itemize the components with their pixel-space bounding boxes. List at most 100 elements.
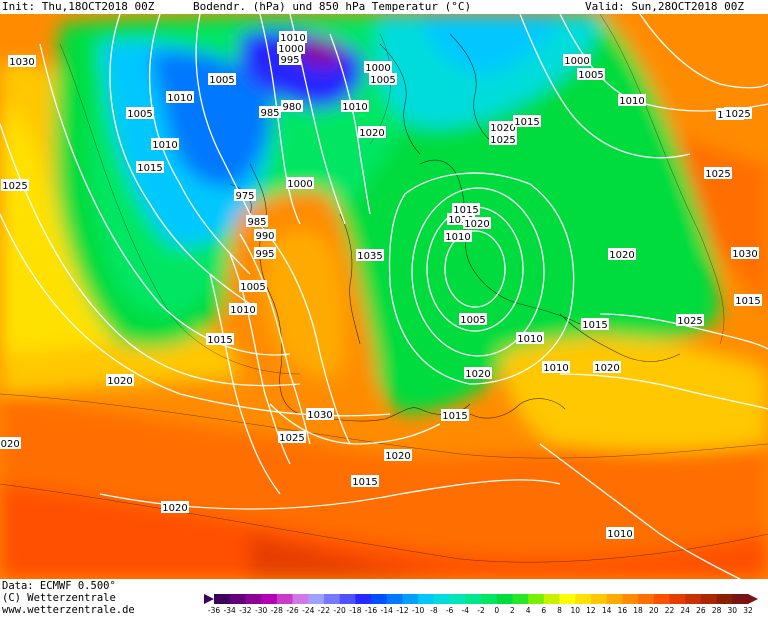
scale-tick-label: 30 <box>728 606 738 615</box>
pressure-label-bg <box>452 203 480 215</box>
pressure-value: 1000 <box>365 63 390 74</box>
scale-tick-label: -22 <box>318 606 330 615</box>
scale-right-arrow <box>748 594 758 604</box>
pressure-label-bg <box>444 230 472 242</box>
pressure-label: 1020 <box>106 374 134 387</box>
pressure-label-bg <box>277 42 305 54</box>
pressure-label: 1020 <box>463 217 491 230</box>
pressure-value: 1020 <box>359 128 384 139</box>
pressure-label-bg <box>239 280 267 292</box>
scale-swatch <box>323 594 341 604</box>
scale-tick-label: -10 <box>412 606 424 615</box>
pressure-value: 1015 <box>442 411 467 422</box>
scale-tick-label: -14 <box>381 606 393 615</box>
scale-swatch <box>496 594 513 604</box>
pressure-label: 1020 <box>489 121 517 134</box>
scale-tick-label: 16 <box>618 606 628 615</box>
pressure-value: 1025 <box>490 135 515 146</box>
pressure-value: 1000 <box>287 179 312 190</box>
pressure-value: 1015 <box>207 335 232 346</box>
pressure-label: 1020 <box>593 361 621 374</box>
pressure-label: 1025 <box>676 314 704 327</box>
color-scale-bar: -36 -34 -32 -30 -28 -26 -24 -22 -20 -18 -16 -14 -12-… <box>204 594 758 615</box>
pressure-label-bg <box>563 54 591 66</box>
pressure-label-bg <box>734 294 762 306</box>
pressure-value: 1025 <box>677 316 702 327</box>
pressure-value: 1020 <box>385 451 410 462</box>
map-title: Bodendr. (hPa) und 850 hPa Temperatur (°… <box>193 0 472 13</box>
pressure-label-bg <box>229 303 257 315</box>
scale-tick-label: 4 <box>526 606 531 615</box>
scale-swatch <box>685 594 702 604</box>
scale-swatch <box>512 594 529 604</box>
pressure-label: 1005 <box>369 73 397 86</box>
pressure-label-bg <box>161 501 189 513</box>
map-header: Init: Thu,18OCT2018 00Z Bodendr. (hPa) u… <box>0 0 768 14</box>
data-source: Data: ECMWF 0.500° <box>2 580 116 592</box>
isobar-north-1 <box>259 14 301 225</box>
pressure-label: 985 <box>259 106 281 119</box>
scale-swatch <box>700 594 718 604</box>
pressure-value: 990 <box>255 231 274 242</box>
scale-tick-label: -2 <box>477 606 485 615</box>
pressure-label-bg <box>581 318 609 330</box>
pressure-label: 1000 <box>563 54 591 67</box>
pressure-label: 1025 <box>704 167 732 180</box>
scale-left-arrow <box>204 594 214 604</box>
scale-swatch <box>575 594 592 604</box>
scale-tick-label: 28 <box>712 606 722 615</box>
scale-swatch <box>418 594 435 604</box>
pressure-label: 1035 <box>356 249 384 262</box>
pressure-value: 1000 <box>564 56 589 67</box>
pressure-label-bg <box>306 408 334 420</box>
scale-swatch <box>606 594 623 604</box>
scale-swatch <box>371 594 388 604</box>
pressure-label: 995 <box>279 53 301 66</box>
pressure-value: 1010 <box>619 96 644 107</box>
pressure-label: 995 <box>254 247 276 260</box>
isobar-east-6 <box>539 443 741 579</box>
scale-tick-label: -28 <box>271 606 283 615</box>
pressure-label-bg <box>384 449 412 461</box>
scale-swatch <box>716 594 733 604</box>
scale-tick-label: -16 <box>365 606 377 615</box>
isobar-west-1 <box>109 14 251 305</box>
pressure-value: 975 <box>235 191 254 202</box>
pressure-label-bg <box>278 431 306 443</box>
trough-blue <box>150 51 273 187</box>
pressure-value: 1010 <box>167 93 192 104</box>
pressure-label-bg <box>281 100 303 112</box>
scale-tick-label: 0 <box>494 606 499 615</box>
pressure-label-bg <box>208 73 236 85</box>
pressure-label: 1015 <box>581 318 609 331</box>
pressure-value: 1025 <box>725 109 750 120</box>
pressure-value: 1005 <box>578 70 603 81</box>
scale-swatch <box>229 594 246 604</box>
pressure-value: 1025 <box>705 169 730 180</box>
west-yellow <box>0 104 200 354</box>
pressure-value: 1005 <box>370 75 395 86</box>
isobar-east-5 <box>559 373 768 410</box>
scale-tick-label: 14 <box>602 606 612 615</box>
pressure-label: 1030 <box>731 247 759 260</box>
pressure-value: 1015 <box>582 320 607 331</box>
pressure-label: 1015 <box>734 294 762 307</box>
pressure-label: 1005 <box>239 280 267 293</box>
pressure-label: 980 <box>281 100 303 113</box>
pressure-label-bg <box>136 161 164 173</box>
scale-tick-label: -32 <box>239 606 251 615</box>
scale-swatch <box>308 594 325 604</box>
pressure-value: 1030 <box>9 57 34 68</box>
pressure-label: 1005 <box>126 107 154 120</box>
pressure-label-bg <box>731 247 759 259</box>
pressure-value: 1010 <box>152 140 177 151</box>
scale-swatch <box>559 594 576 604</box>
pressure-label-bg <box>254 229 276 241</box>
init-time: Init: Thu,18OCT2018 00Z <box>2 0 155 13</box>
pressure-label-bg <box>279 53 301 65</box>
pressure-label: 1010 <box>279 31 307 44</box>
isobar-west-3 <box>195 14 256 225</box>
scale-swatch <box>590 594 608 604</box>
pressure-label: 1010 <box>166 91 194 104</box>
scale-tick-label: 22 <box>665 606 675 615</box>
